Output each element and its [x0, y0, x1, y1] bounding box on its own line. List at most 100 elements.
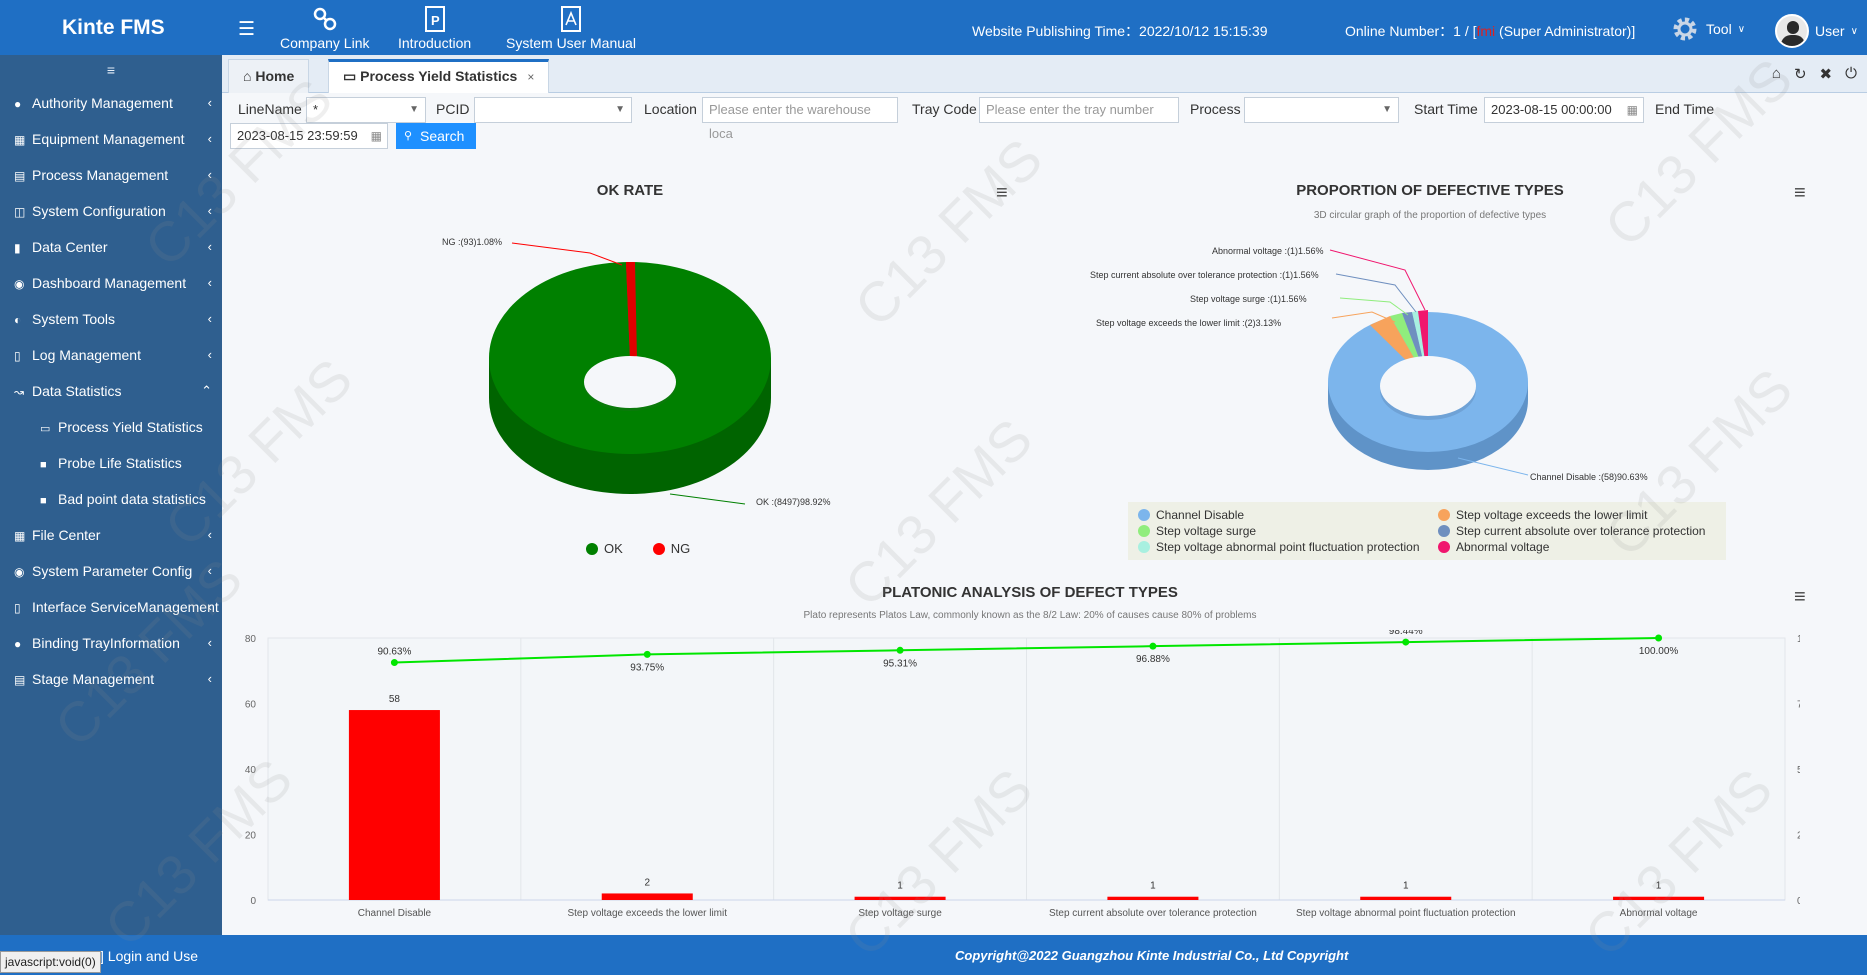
pcid-select[interactable]: ▼	[474, 97, 632, 123]
cumulative-point[interactable]	[896, 646, 904, 654]
sidebar-item-file-center[interactable]: ▦ File Center ‹	[0, 517, 222, 553]
link-icon	[313, 7, 336, 31]
sidebar-subitem-bad-point[interactable]: ■ Bad point data statistics	[0, 481, 222, 517]
sidebar-item-system-tools[interactable]: ◐ System Tools ‹	[0, 301, 222, 337]
y-tick-label: 40	[245, 765, 257, 776]
ng-legend-marker	[652, 542, 665, 555]
legend-item[interactable]: Step current absolute over tolerance pro…	[1438, 524, 1705, 538]
refresh-icon[interactable]: ↻	[1793, 66, 1807, 83]
ng-legend-label[interactable]: NG	[670, 541, 691, 556]
ok-legend-label[interactable]: OK	[604, 541, 623, 556]
bar[interactable]	[1107, 896, 1199, 900]
svg-text:P: P	[431, 13, 440, 28]
sidebar-subitem-probe-life[interactable]: ■ Probe Life Statistics	[0, 445, 222, 481]
cumulative-point[interactable]	[1402, 638, 1410, 646]
sidebar-item-equipment-management[interactable]: ▦ Equipment Management ‹	[0, 121, 222, 157]
introduction-label: Introduction	[398, 35, 472, 51]
chart-menu-icon[interactable]: ≡	[1794, 182, 1806, 204]
tool-menu[interactable]: Tool ∨	[1670, 14, 1745, 44]
sidebar-subitem-process-yield[interactable]: ▭ Process Yield Statistics	[0, 409, 222, 445]
sidebar-item-label: Authority Management	[32, 95, 173, 111]
location-input[interactable]: Please enter the warehouse loca	[702, 97, 898, 141]
sidebar-item-binding-tray[interactable]: ● Binding TrayInformation ‹	[0, 625, 222, 661]
legend-item[interactable]: Step voltage abnormal point fluctuation …	[1138, 540, 1420, 554]
bar[interactable]	[1360, 896, 1452, 900]
sidebar-item-label: Data Statistics	[32, 383, 122, 399]
chevron-left-icon: ‹	[207, 527, 212, 542]
process-select[interactable]: ▼	[1244, 97, 1399, 123]
tab-process-yield[interactable]: ▭ Process Yield Statistics ×	[328, 59, 550, 93]
sidebar-collapse-icon[interactable]: ≡	[106, 62, 116, 78]
file-icon: ▯	[14, 601, 21, 615]
start-time-input[interactable]: 2023-08-15 00:00:00 ▦	[1484, 97, 1644, 123]
sidebar-item-authority-management[interactable]: ● Authority Management ‹	[0, 85, 222, 121]
sidebar-item-data-center[interactable]: ▮ Data Center ‹	[0, 229, 222, 265]
y2-tick-label: 0%	[1797, 896, 1800, 907]
bar[interactable]	[854, 896, 946, 900]
chevron-down-icon: ▼	[409, 104, 419, 115]
legend-marker	[1438, 525, 1450, 537]
process-label: Process	[1190, 101, 1241, 117]
bar[interactable]	[1613, 896, 1705, 900]
top-header: Kinte FMS ☰ Company Link P Introduction …	[0, 0, 1867, 55]
cumulative-point[interactable]	[390, 659, 398, 667]
tray-code-input[interactable]: Please enter the tray number	[979, 97, 1179, 123]
sidebar-item-process-management[interactable]: ▤ Process Management ‹	[0, 157, 222, 193]
cumulative-point[interactable]	[643, 650, 651, 658]
bar-value-label: 2	[644, 877, 650, 888]
close-icon[interactable]: ✖	[1819, 66, 1833, 83]
company-link[interactable]: Company Link	[280, 6, 370, 51]
legend-label: Step current absolute over tolerance pro…	[1456, 524, 1706, 538]
sidebar-item-dashboard-management[interactable]: ◉ Dashboard Management ‹	[0, 265, 222, 301]
cumulative-point[interactable]	[1655, 634, 1663, 642]
bar-value-label: 1	[1656, 881, 1662, 892]
search-button[interactable]: ⚲ Search	[396, 123, 477, 149]
user-menu[interactable]: User ∨	[1775, 14, 1858, 48]
linename-select[interactable]: * ▼	[306, 97, 426, 123]
chart-menu-icon[interactable]: ≡	[996, 182, 1008, 204]
sidebar-item-label: Bad point data statistics	[58, 491, 206, 507]
legend-item[interactable]: Step voltage surge	[1138, 524, 1256, 538]
user-manual-link[interactable]: System User Manual	[506, 6, 636, 51]
publish-time: Website Publishing Time：2022/10/12 15:15…	[972, 23, 1268, 39]
avatar	[1775, 14, 1809, 48]
sidebar-item-stage-management[interactable]: ▤ Stage Management ‹	[0, 661, 222, 697]
sidebar-item-data-statistics[interactable]: ↝ Data Statistics ⌃	[0, 373, 222, 409]
chart-menu-icon[interactable]: ≡	[1794, 586, 1806, 608]
sidebar-item-log-management[interactable]: ▯ Log Management ‹	[0, 337, 222, 373]
chevron-down-icon: ▼	[1382, 104, 1392, 115]
chevron-up-icon: ⌃	[201, 383, 212, 398]
lower-limit-label: Step voltage exceeds the lower limit :(2…	[1096, 318, 1282, 328]
bar[interactable]	[601, 893, 693, 900]
legend-item[interactable]: Step voltage exceeds the lower limit	[1438, 508, 1647, 522]
close-icon[interactable]: ×	[527, 70, 535, 84]
y-tick-label: 20	[245, 831, 257, 842]
power-icon[interactable]: ⏻	[1845, 65, 1857, 82]
ppt-icon: P	[424, 6, 445, 32]
cumulative-label: 100.00%	[1639, 646, 1679, 657]
introduction-link[interactable]: P Introduction	[398, 6, 471, 51]
bar[interactable]	[348, 710, 440, 900]
cumulative-label: 93.75%	[630, 662, 664, 673]
tab-tools: ⌂ ↻ ✖ ⏻	[1772, 65, 1857, 83]
voltage-surge-label: Step voltage surge :(1)1.56%	[1190, 294, 1307, 304]
start-time-value: 2023-08-15 00:00:00	[1491, 102, 1612, 117]
end-time-input[interactable]: 2023-08-15 23:59:59 ▦	[230, 123, 388, 149]
sidebar-item-label: Probe Life Statistics	[58, 455, 182, 471]
tab-home[interactable]: ⌂ Home	[228, 59, 310, 93]
menu-toggle-icon[interactable]: ☰	[238, 19, 256, 40]
home-icon[interactable]: ⌂	[1771, 65, 1781, 82]
sidebar-item-system-configuration[interactable]: ◫ System Configuration ‹	[0, 193, 222, 229]
legend-item[interactable]: Channel Disable	[1138, 508, 1244, 522]
legend-label: Step voltage surge	[1156, 524, 1257, 538]
sidebar-item-label: Binding TrayInformation	[32, 635, 180, 651]
chevron-left-icon: ‹	[207, 203, 212, 218]
sidebar-item-interface-service[interactable]: ▯ Interface ServiceManagement ‹	[0, 589, 222, 625]
end-time-value: 2023-08-15 23:59:59	[237, 128, 358, 143]
cumulative-point[interactable]	[1149, 642, 1157, 650]
legend-item[interactable]: Abnormal voltage	[1438, 540, 1549, 554]
sidebar-item-system-parameter-config[interactable]: ◉ System Parameter Config ‹	[0, 553, 222, 589]
tray-code-label: Tray Code	[912, 101, 977, 117]
brand-logo[interactable]: Kinte FMS	[62, 16, 165, 39]
footer: ] Login and Use Copyright@2022 Guangzhou…	[0, 935, 1867, 975]
